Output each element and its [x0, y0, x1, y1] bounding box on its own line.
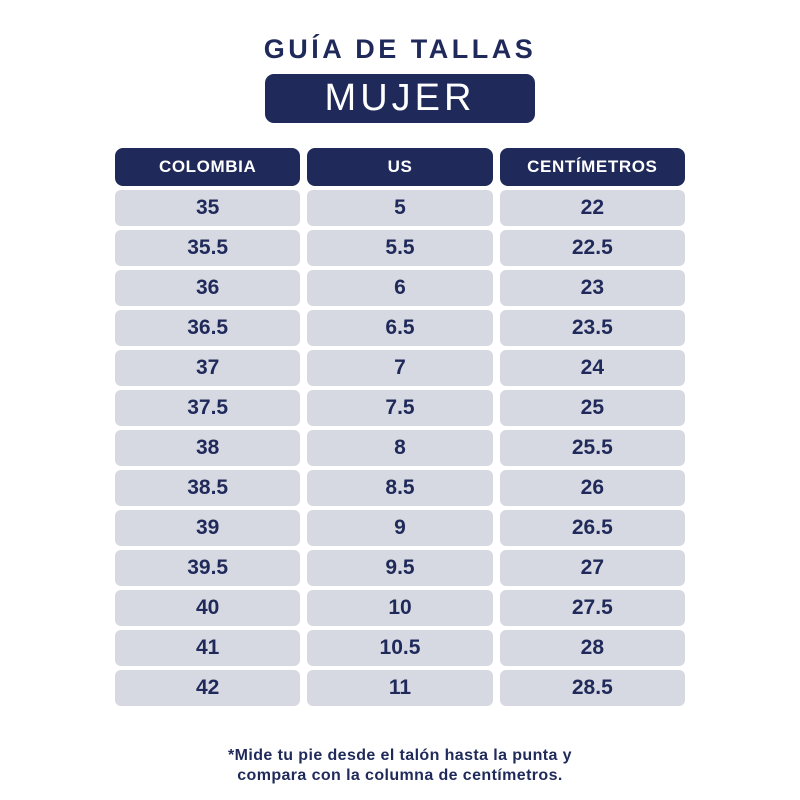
table-cell-colombia: 42 [115, 670, 301, 706]
size-guide-page: GUÍA DE TALLAS MUJER COLOMBIA US CENTÍMETR… [0, 34, 800, 800]
table-cell-us: 9 [307, 510, 493, 546]
table-cell-centimetros: 23 [499, 270, 685, 306]
table-cell-us: 8.5 [307, 470, 493, 506]
table-cell-colombia: 35.5 [115, 230, 301, 266]
table-cell-us: 11 [307, 670, 493, 706]
table-cell-centimetros: 25.5 [499, 430, 685, 466]
table-cell-colombia: 36 [115, 270, 301, 306]
table-cell-centimetros: 25 [499, 390, 685, 426]
table-cell-centimetros: 27.5 [499, 590, 685, 626]
table-cell-colombia: 39 [115, 510, 301, 546]
column-header-colombia: COLOMBIA [115, 148, 301, 186]
table-cell-us: 7.5 [307, 390, 493, 426]
table-cell-us: 5.5 [307, 230, 493, 266]
table-cell-us: 5 [307, 190, 493, 226]
page-title: GUÍA DE TALLAS [263, 34, 537, 64]
table-cell-colombia: 39.5 [115, 550, 301, 586]
table-cell-us: 6 [307, 270, 493, 306]
table-cell-centimetros: 26 [499, 470, 685, 506]
table-cell-colombia: 37 [115, 350, 301, 386]
size-table: COLOMBIA US CENTÍMETROS 35 5 22 35.5 5.5 22.5 36 6… [115, 148, 685, 706]
table-cell-colombia: 35 [115, 190, 301, 226]
table-cell-centimetros: 22.5 [499, 230, 685, 266]
table-cell-centimetros: 24 [499, 350, 685, 386]
table-cell-colombia: 41 [115, 630, 301, 666]
gender-badge-label: MUJER [324, 77, 476, 119]
table-cell-us: 9.5 [307, 550, 493, 586]
table-cell-colombia: 38 [115, 430, 301, 466]
column-header-us: US [307, 148, 493, 186]
footnote-line-2: compara con la columna de centímetros. [237, 767, 563, 784]
table-cell-colombia: 40 [115, 590, 301, 626]
table-cell-centimetros: 26.5 [499, 510, 685, 546]
table-cell-us: 10 [307, 590, 493, 626]
column-header-centimetros: CENTÍMETROS [499, 148, 685, 186]
table-cell-us: 7 [307, 350, 493, 386]
table-cell-centimetros: 28 [499, 630, 685, 666]
table-cell-centimetros: 27 [499, 550, 685, 586]
footnote: *Mide tu pie desde el talón hasta la pun… [0, 746, 800, 786]
table-cell-centimetros: 28.5 [499, 670, 685, 706]
table-cell-colombia: 37.5 [115, 390, 301, 426]
gender-badge: MUJER [265, 74, 535, 123]
footnote-line-1: *Mide tu pie desde el talón hasta la pun… [228, 747, 572, 764]
table-cell-us: 6.5 [307, 310, 493, 346]
table-cell-colombia: 38.5 [115, 470, 301, 506]
table-cell-centimetros: 22 [499, 190, 685, 226]
table-cell-us: 8 [307, 430, 493, 466]
table-cell-colombia: 36.5 [115, 310, 301, 346]
table-cell-centimetros: 23.5 [499, 310, 685, 346]
table-cell-us: 10.5 [307, 630, 493, 666]
